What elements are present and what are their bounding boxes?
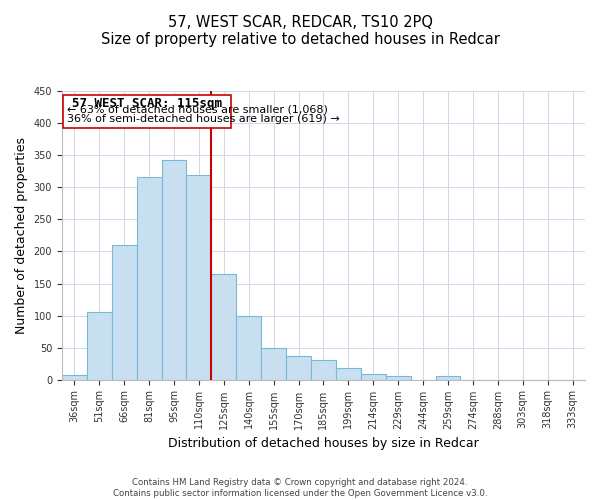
Text: 36% of semi-detached houses are larger (619) →: 36% of semi-detached houses are larger (… (67, 114, 340, 124)
X-axis label: Distribution of detached houses by size in Redcar: Distribution of detached houses by size … (168, 437, 479, 450)
Bar (236, 316, 261, 380)
Bar (436, 376, 460, 380)
Text: Contains HM Land Registry data © Crown copyright and database right 2024.
Contai: Contains HM Land Registry data © Crown c… (113, 478, 487, 498)
FancyBboxPatch shape (63, 94, 231, 128)
Bar (336, 368, 361, 380)
Bar (286, 356, 311, 380)
Text: ← 63% of detached houses are smaller (1,068): ← 63% of detached houses are smaller (1,… (67, 105, 328, 115)
Bar (62, 375, 87, 380)
Bar (187, 174, 211, 380)
Bar (386, 376, 410, 380)
Bar (137, 176, 161, 380)
Text: 57, WEST SCAR, REDCAR, TS10 2PQ
Size of property relative to detached houses in : 57, WEST SCAR, REDCAR, TS10 2PQ Size of … (101, 15, 499, 48)
Bar (361, 374, 386, 380)
Bar (211, 274, 236, 380)
Bar (311, 360, 336, 380)
Bar (87, 312, 112, 380)
Text: 57 WEST SCAR: 115sqm: 57 WEST SCAR: 115sqm (72, 96, 222, 110)
Y-axis label: Number of detached properties: Number of detached properties (15, 137, 28, 334)
Bar (161, 160, 187, 380)
Bar (112, 245, 137, 380)
Bar (261, 348, 286, 380)
